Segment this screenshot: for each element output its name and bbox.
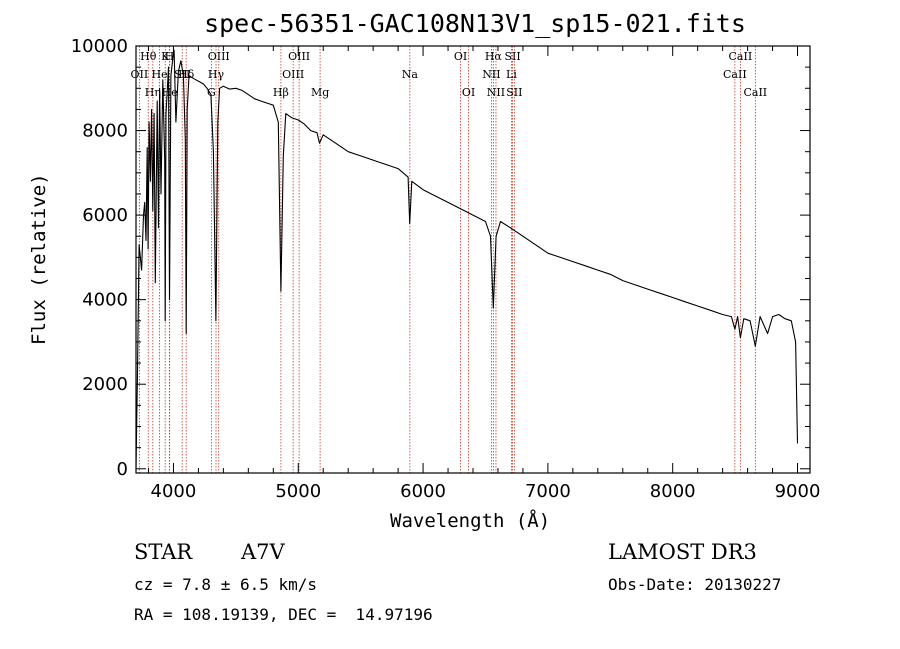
line-label: CaII xyxy=(729,50,753,63)
line-label: Li xyxy=(506,68,517,81)
chart-title: spec-56351-GAC108N13V1_sp15-021.fits xyxy=(204,9,746,38)
spectrum-line xyxy=(135,49,799,469)
line-label: OIII xyxy=(282,68,304,81)
line-label: NII xyxy=(487,86,505,99)
y-axis-label: Flux (relative) xyxy=(28,173,50,345)
line-label: CaII xyxy=(723,68,747,81)
line-label: Na xyxy=(402,68,419,81)
x-axis-label: Wavelength (Å) xyxy=(390,510,551,532)
redshift-text: cz = 7.8 ± 6.5 km/s xyxy=(134,575,318,594)
line-label: OI xyxy=(454,50,467,63)
line-label: OII xyxy=(131,68,149,81)
x-tick-label: 9000 xyxy=(775,481,821,502)
survey-name: LAMOST DR3 xyxy=(608,540,757,564)
line-label: OIII xyxy=(208,50,230,63)
y-tick-label: 8000 xyxy=(82,121,128,142)
x-tick-label: 6000 xyxy=(400,481,446,502)
y-tick-label: 6000 xyxy=(82,205,128,226)
obs-date: Obs-Date: 20130227 xyxy=(608,575,782,594)
object-class: STAR xyxy=(134,540,193,564)
line-label: Hα xyxy=(485,50,503,63)
y-tick-label: 2000 xyxy=(82,374,128,395)
line-label: He xyxy=(152,68,168,81)
line-label: OI xyxy=(462,86,475,99)
plot-frame xyxy=(135,45,811,474)
x-tick-label: 4000 xyxy=(151,481,197,502)
line-label: SII xyxy=(506,86,522,99)
line-label: CaII xyxy=(743,86,767,99)
x-tick-label: 5000 xyxy=(275,481,321,502)
spectral-line-markers xyxy=(138,46,756,473)
line-label: H xyxy=(165,50,175,63)
line-label: Hβ xyxy=(273,86,289,99)
spectrum-series xyxy=(135,49,799,469)
coordinates: RA = 108.19139, DEC = 14.97196 xyxy=(134,605,433,624)
line-label: G xyxy=(207,86,216,99)
line-label: Hη xyxy=(145,86,161,99)
line-label: Hδ xyxy=(178,68,195,81)
line-label: He xyxy=(162,86,178,99)
x-tick-label: 7000 xyxy=(525,481,571,502)
line-label: OIII xyxy=(288,50,310,63)
line-label: SII xyxy=(504,50,520,63)
spectral-subclass: A7V xyxy=(241,540,285,564)
y-tick-label: 0 xyxy=(117,459,128,480)
y-tick-label: 10000 xyxy=(71,36,128,57)
line-label: NII xyxy=(482,68,500,81)
line-label: K xyxy=(161,50,170,63)
x-tick-label: 8000 xyxy=(650,481,696,502)
line-label: Mg xyxy=(311,86,329,99)
axes: 4000 5000 6000 7000 8000 9000 0 2000 4000 6000 800… xyxy=(71,36,821,502)
y-tick-label: 4000 xyxy=(82,290,128,311)
line-label: Hθ xyxy=(140,50,157,63)
line-label: Hγ xyxy=(208,68,225,81)
